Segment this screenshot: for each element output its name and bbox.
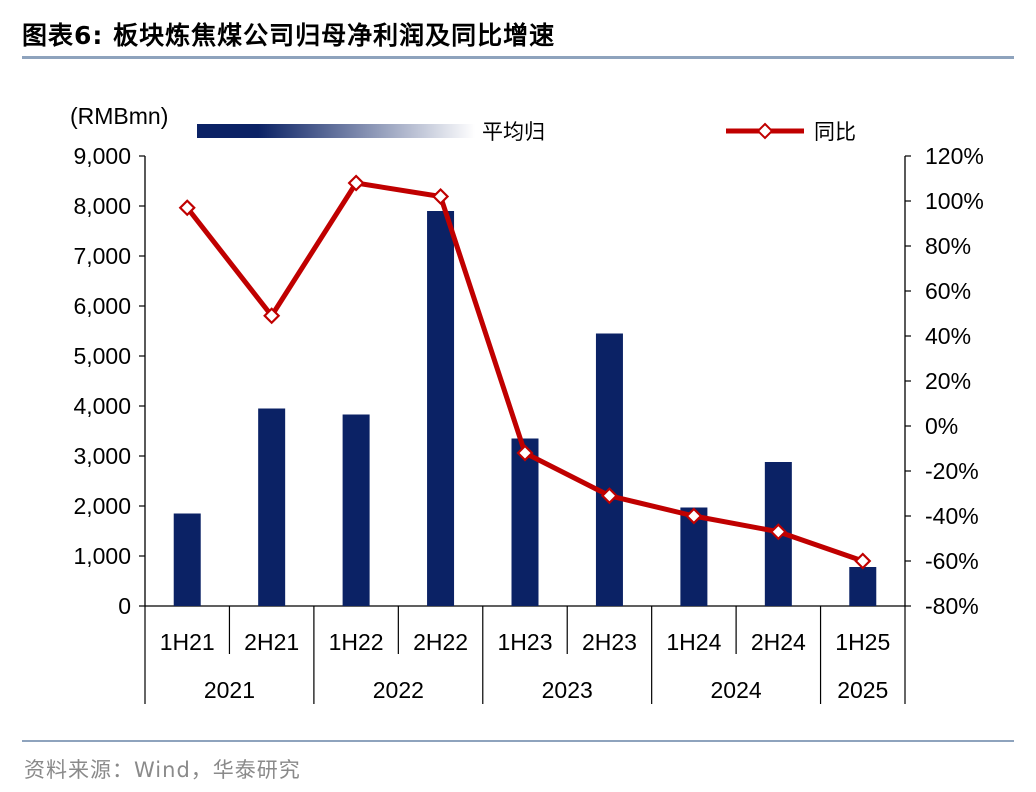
left-tick-label: 3,000: [73, 443, 131, 469]
bar: [258, 408, 286, 606]
right-tick-label: -40%: [925, 503, 979, 529]
right-tick-label: 80%: [925, 233, 971, 259]
yoy-point: [178, 199, 196, 217]
right-tick-label: -20%: [925, 458, 979, 484]
source-rule: [22, 740, 1014, 742]
labels-layer: 0 1,000 2,000 3,000 4,000 5,000 6,000 7,000 8,00…: [73, 143, 983, 703]
year-label: 2023: [542, 677, 593, 703]
left-tick-label: 5,000: [73, 343, 131, 369]
line-layer: [178, 174, 872, 570]
legend-line-label: 同比: [814, 121, 856, 144]
right-tick-label: 20%: [925, 368, 971, 394]
bar: [595, 333, 623, 606]
bar: [173, 513, 201, 606]
right-tick-label: 0%: [925, 413, 958, 439]
yoy-point: [263, 307, 281, 325]
year-label: 2024: [711, 677, 762, 703]
legend-bar-swatch: [197, 124, 475, 138]
category-label: 1H23: [498, 629, 553, 655]
yoy-point: [685, 507, 703, 525]
chart: 0 1,000 2,000 3,000 4,000 5,000 6,000 7,000 8,00…: [70, 103, 984, 704]
yoy-point: [600, 487, 619, 505]
yoy-point: [431, 187, 450, 206]
yoy-point: [516, 444, 534, 462]
left-tick-label: 1,000: [73, 543, 131, 569]
category-label: 2H23: [582, 629, 637, 655]
legend: 平均归 同比: [197, 121, 856, 144]
right-tick-label: 40%: [925, 323, 971, 349]
left-tick-label: 2,000: [73, 493, 131, 519]
yoy-point: [769, 523, 787, 541]
source-note: 资料来源：Wind，华泰研究: [24, 758, 301, 782]
category-label: 1H24: [666, 629, 721, 655]
yoy-point: [854, 552, 872, 570]
title-bar: 图表6: 板块炼焦煤公司归母净利润及同比增速: [22, 14, 1014, 60]
category-label: 1H22: [329, 629, 384, 655]
bars-layer: [173, 211, 877, 606]
left-axis-unit: (RMBmn): [70, 103, 168, 129]
right-tick-label: 120%: [925, 143, 984, 169]
right-tick-label: -80%: [925, 593, 979, 619]
axes-layer: [139, 155, 911, 704]
legend-line-marker: [756, 122, 774, 140]
right-tick-label: -60%: [925, 548, 979, 574]
year-label: 2022: [373, 677, 424, 703]
chart-title: 图表6: 板块炼焦煤公司归母净利润及同比增速: [22, 21, 556, 50]
category-label: 2H24: [751, 629, 806, 655]
title-rule: [22, 56, 1014, 59]
bar: [342, 414, 370, 606]
category-label: 1H25: [835, 629, 890, 655]
left-tick-label: 8,000: [73, 193, 131, 219]
legend-bar-label: 平均归: [482, 121, 545, 144]
right-tick-label: 100%: [925, 188, 984, 214]
left-tick-label: 6,000: [73, 293, 131, 319]
year-label: 2021: [204, 677, 255, 703]
bar: [511, 438, 539, 606]
category-label: 2H21: [244, 629, 299, 655]
left-tick-label: 4,000: [73, 393, 131, 419]
right-tick-label: 60%: [925, 278, 971, 304]
yoy-point: [347, 174, 365, 192]
bar: [849, 567, 877, 606]
left-tick-label: 7,000: [73, 243, 131, 269]
category-label: 2H22: [413, 629, 468, 655]
category-label: 1H21: [160, 629, 215, 655]
left-tick-label: 0: [118, 593, 131, 619]
left-tick-label: 9,000: [73, 143, 131, 169]
year-label: 2025: [837, 677, 888, 703]
bar: [427, 211, 455, 606]
